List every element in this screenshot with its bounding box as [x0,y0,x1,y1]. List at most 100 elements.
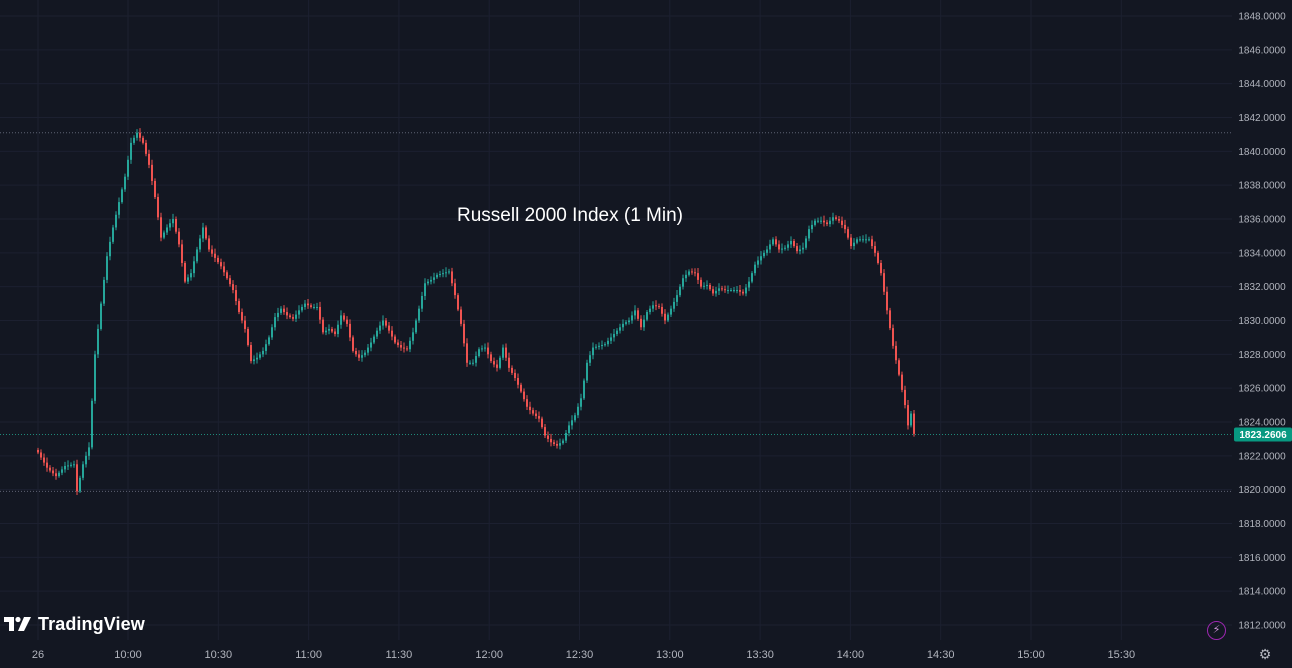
tradingview-logo[interactable]: TradingView [4,612,145,636]
candle-body [712,289,714,294]
candle-body [241,312,243,321]
candle-body [817,220,819,222]
candle-body [850,237,852,247]
candle-body [250,345,252,362]
lightning-icon[interactable]: ⚡ [1207,621,1226,640]
candle-body [658,306,660,308]
candle-body [247,328,249,346]
price-tick-label: 1816.0000 [1238,553,1286,564]
candle-body [529,406,531,411]
grid [0,0,1232,640]
candle-body [799,249,801,252]
candle-body [802,247,804,250]
candle-body [394,336,396,343]
time-tick-label: 15:00 [1017,649,1045,661]
candle-body [484,347,486,349]
candle-body [202,227,204,239]
candle-body [898,360,900,375]
candle-body [448,271,450,273]
candle-body [565,432,567,441]
candle-body [511,367,513,373]
candle-body [70,464,72,466]
candle-body [421,295,423,309]
candle-body [625,322,627,324]
candle-body [736,290,738,292]
time-axis[interactable]: 26 10:00 10:30 11:00 11:30 12:00 12:30 13:00 13:… [32,649,1135,661]
candle-body [568,425,570,433]
candle-body [550,438,552,443]
candle-body [61,469,63,473]
candle-body [292,317,294,319]
candle-body [904,389,906,406]
candle-body [634,310,636,316]
candle-body [475,356,477,363]
candle-body [310,305,312,307]
candle-body [844,224,846,230]
candle-body [667,314,669,321]
last-price-label: 1823.2606 [1239,430,1287,441]
candle-body [556,443,558,446]
candle-body [196,249,198,262]
candle-body [913,413,915,434]
candle-body [823,220,825,223]
candle-body [847,229,849,238]
candle-body [172,219,174,224]
price-tick-label: 1814.0000 [1238,587,1286,598]
candle-body [631,315,633,321]
candle-body [181,244,183,263]
candle-body [211,249,213,254]
settings-icon[interactable]: ⚙ [1258,646,1272,662]
candle-body [607,340,609,345]
candle-body [829,220,831,225]
candle-body [259,354,261,358]
price-axis[interactable]: 1812.0000 1814.0000 1816.0000 1818.0000 1820… [1238,12,1286,632]
candle-body [253,359,255,362]
candle-body [460,309,462,324]
price-tick-label: 1832.0000 [1238,282,1286,293]
candle-body [316,306,318,308]
candle-body [343,315,345,320]
candle-body [790,240,792,245]
candle-body [82,464,84,478]
time-tick-label: 12:00 [475,649,503,661]
candle-body [763,252,765,257]
candle-body [337,324,339,335]
candle-body [748,281,750,288]
candle-body [514,372,516,379]
candle-body [109,241,111,257]
candle-body [886,291,888,311]
candle-body [559,443,561,446]
candle-body [160,217,162,238]
candle-body [280,308,282,313]
candle-body [133,137,135,143]
candle-body [40,452,42,458]
candle-body [808,229,810,239]
candle-body [820,220,822,222]
candle-body [220,262,222,267]
candle-body [781,248,783,250]
candle-body [871,239,873,247]
candle-body [895,345,897,361]
candle-body [58,472,60,477]
candle-body [328,328,330,331]
candle-body [265,344,267,351]
candle-body [307,303,309,306]
candle-body [301,306,303,311]
candle-body [685,274,687,279]
price-tick-label: 1844.0000 [1238,79,1286,90]
candle-body [262,350,264,355]
candle-body [106,256,108,280]
candle-body [601,345,603,347]
candle-body [721,288,723,290]
candle-body [136,132,138,138]
candle-body [331,328,333,332]
candle-body [640,318,642,328]
price-tick-label: 1846.0000 [1238,45,1286,56]
candle-body [772,239,774,245]
candle-body [37,449,39,453]
time-tick-label: 13:30 [746,649,774,661]
candle-body [334,331,336,335]
candle-body [766,249,768,253]
candle-body [865,239,867,241]
